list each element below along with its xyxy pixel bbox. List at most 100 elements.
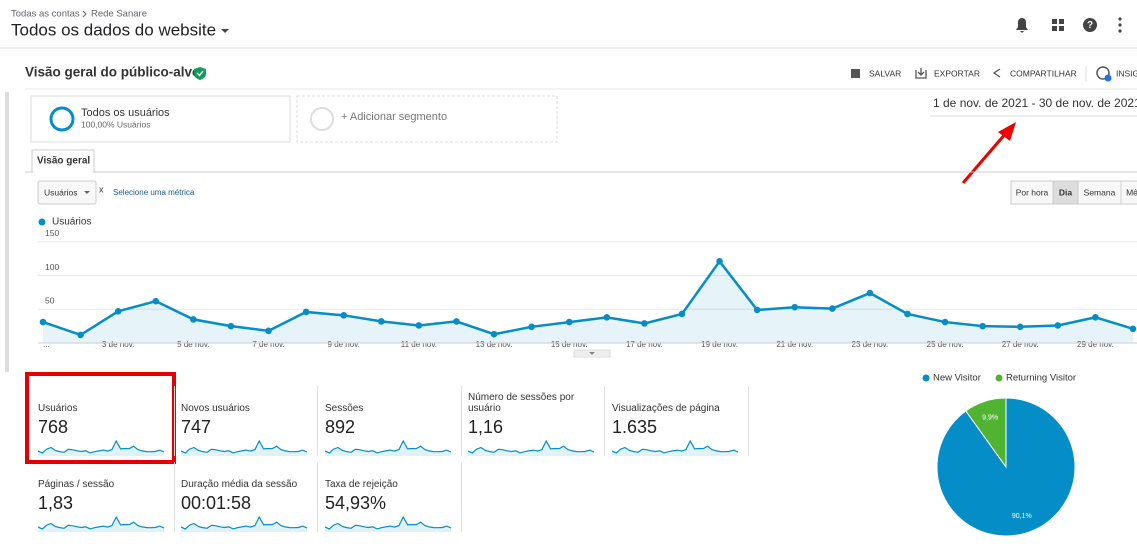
segment-ring [310,107,334,131]
legend-label[interactable]: Returning Visitor [1006,373,1076,384]
point [1129,325,1137,333]
segment-box[interactable] [30,95,291,143]
segment-detail: 100,00% Usuários [81,119,150,129]
point [39,318,47,326]
point [829,305,836,312]
point [528,323,535,331]
select-arrow [84,191,90,194]
scorecard[interactable]: Visualizações de página 1.635 [612,386,749,456]
help-glyph: ? [1087,20,1093,31]
point [340,312,347,319]
scorecard[interactable]: Páginas / sessão 1,83 [38,462,175,532]
scorecard[interactable]: Número de sessões por usuário 1,16 [468,386,605,456]
scorecard-label: Usuários [38,403,78,414]
sparkline-area [38,517,164,532]
metric-select[interactable] [37,180,97,205]
point [716,258,723,265]
sparkline [325,439,452,456]
legend-swatch [995,374,1003,382]
tab-label[interactable]: Visão geral [37,156,90,167]
add-segment[interactable]: + Adicionar segmento [341,111,447,123]
sparkline [468,439,595,456]
help-icon[interactable] [1083,18,1097,32]
point [377,318,385,325]
x-tick-label: 19 de nov. [701,340,738,349]
metric-remove[interactable]: x [99,184,104,194]
x-tick-label: ... [43,340,50,349]
scorecard[interactable]: Usuários 768 [38,386,175,456]
date-range[interactable]: 1 de nov. de 2021 - 30 de nov. de 2021 [933,96,1137,110]
granularity-label[interactable]: Por hora [1016,187,1049,197]
granularity-label[interactable]: Semana [1084,187,1116,197]
legend-swatch [922,374,930,382]
sparkline-area [325,441,451,456]
segment-name: Todos os usuários [81,107,170,119]
bell-icon[interactable] [1016,18,1028,33]
y-tick-label: 100 [45,262,59,272]
scorecard-value: 768 [38,417,69,437]
point [678,310,686,318]
legend-swatch [38,218,46,226]
granularity-label[interactable]: Dia [1059,187,1073,197]
scorecard[interactable]: Duração média da sessão 00:01:58 [181,462,318,532]
action[interactable]: INSIG [1116,68,1137,78]
scorecard-value: 892 [325,417,356,437]
point [152,297,160,305]
x-tick-label: 5 de nov. [177,340,209,349]
point [791,303,799,311]
save-icon[interactable] [851,69,860,78]
sparkline [181,439,308,456]
sparkline [38,515,165,532]
metric-add[interactable]: Selecione uma métrica [113,188,195,197]
breadcrumb[interactable]: Todas as contas [11,9,80,20]
sparkline-line [325,515,452,530]
scorecard-value: 00:01:58 [181,493,252,513]
action[interactable]: EXPORTAR [934,68,980,78]
sparkline-area [38,441,164,456]
sparkline-line [468,439,595,454]
scorecard-label: Sessões [325,403,364,414]
apps-icon[interactable] [1052,19,1064,31]
sparkline [612,439,739,456]
line [42,259,1134,337]
legend-label: Usuários [52,217,91,228]
action[interactable]: COMPARTILHAR [1010,68,1077,78]
point [1054,322,1062,329]
x-tick-label: 29 de nov. [1077,340,1114,349]
x-tick-label: 13 de nov. [476,340,513,349]
scorecard-label: Duração média da sessão [181,479,298,490]
breadcrumb[interactable]: Rede Sanare [91,9,147,20]
annotation-arrow [961,132,1008,184]
sparkline-area [612,441,738,456]
x-tick-label: 7 de nov. [252,340,284,349]
share-icon[interactable] [992,68,1001,78]
scorecard[interactable]: Taxa de rejeição 54,93% [325,462,462,532]
scorecard[interactable]: Novos usuários 747 [181,386,318,456]
point [1016,323,1024,331]
export-icon[interactable] [915,68,927,79]
sparkline-line [325,439,452,454]
legend-label[interactable]: New Visitor [933,373,981,384]
collapse-arrow [589,352,595,355]
granularity-label[interactable]: Mê [1126,187,1137,197]
x-tick-label: 25 de nov. [927,340,964,349]
scorecard-value: 1,83 [38,493,74,513]
add-segment-box[interactable] [296,95,558,143]
point [453,318,460,325]
insights-icon[interactable] [1096,66,1110,80]
point [1092,314,1099,321]
scorecard[interactable]: Sessões 892 [325,386,462,456]
scorecard-value: 1,16 [468,417,504,437]
more-icon[interactable] [1118,17,1122,33]
action[interactable]: SALVAR [869,68,901,78]
x-tick-label: 3 de nov. [102,340,134,349]
point [753,306,761,314]
view-title[interactable]: Todos os dados do website [11,20,216,39]
point [77,331,84,339]
granularity-button[interactable] [1120,180,1137,205]
dropdown-arrow[interactable] [221,29,229,33]
scorecard-label: Número de sessões por usuário [468,392,575,414]
sparkline-area [325,517,451,532]
